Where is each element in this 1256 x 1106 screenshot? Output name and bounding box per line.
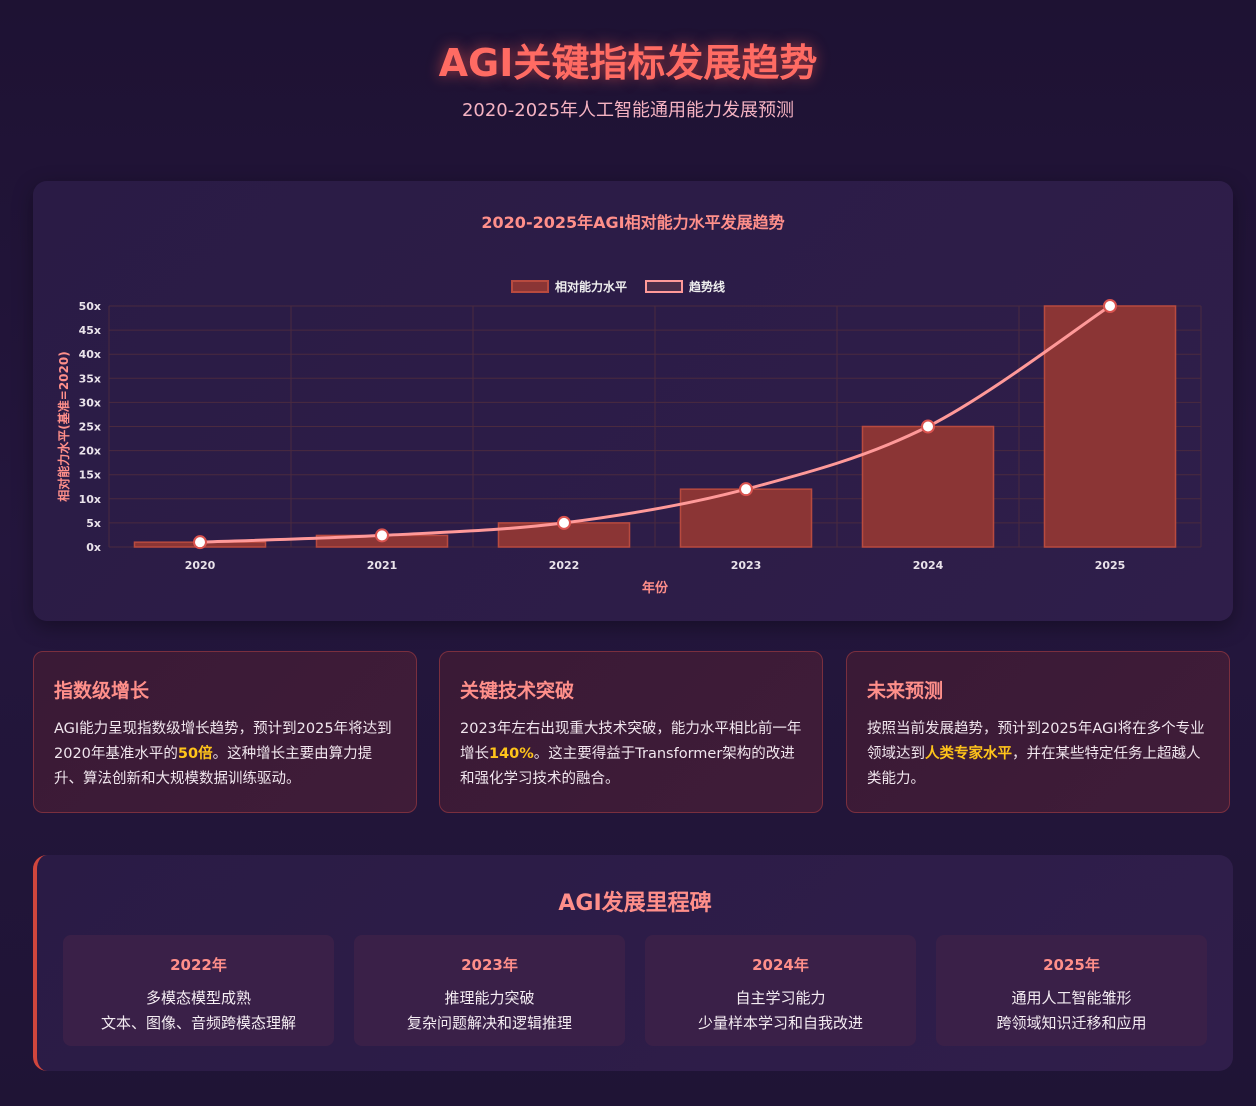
trend-point <box>1103 299 1117 313</box>
legend-label-trend: 趋势线 <box>689 280 726 294</box>
card-text-part: 。这主要得益于Transformer架构的改进和强化学习技术的融合。 <box>460 746 795 787</box>
insight-card-growth: 指数级增长 AGI能力呈现指数级增长趋势，预计到2025年将达到2020年基准水… <box>33 651 417 813</box>
x-tick-label: 2021 <box>367 559 398 572</box>
chart-card: 2020-2025年AGI相对能力水平发展趋势 相对能力水平 趋势线 0x 5x 1… <box>33 181 1233 621</box>
milestone-2024: 2024年 自主学习能力 少量样本学习和自我改进 <box>645 935 916 1046</box>
trend-point <box>921 419 935 434</box>
card-text-part: 按照当前发展趋势，预计到2025年AGI将在多个专业领域达到 <box>867 721 1205 762</box>
chart-plot: 0x 5x 10x 15x 20x 25x 30x 35x 40x 45x 50x 2020 2021 2… <box>56 299 1202 596</box>
y-tick-label: 5x <box>86 517 101 530</box>
milestones-title: AGI发展里程碑 <box>558 891 712 916</box>
y-tick-label: 30x <box>79 396 101 409</box>
milestone-name: 多模态模型成熟 <box>145 989 251 1007</box>
card-title: 关键技术突破 <box>460 680 575 702</box>
y-axis-label: 相对能力水平(基准=2020) <box>56 351 71 501</box>
milestone-year: 2025年 <box>1043 956 1100 974</box>
x-tick-label: 2022 <box>549 559 580 572</box>
x-axis-label: 年份 <box>642 580 669 596</box>
chart-title: 2020-2025年AGI相对能力水平发展趋势 <box>481 213 785 232</box>
y-tick-label: 10x <box>79 493 101 506</box>
insight-cards: 指数级增长 AGI能力呈现指数级增长趋势，预计到2025年将达到2020年基准水… <box>33 651 1233 815</box>
legend-item-bars[interactable]: 相对能力水平 <box>511 278 627 295</box>
milestone-desc: 复杂问题解决和逻辑推理 <box>406 1014 572 1032</box>
card-text: 2023年左右出现重大技术突破，能力水平相比前一年增长140%。这主要得益于Tr… <box>460 717 802 792</box>
y-tick-label: 20x <box>79 445 101 458</box>
x-tick-label: 2024 <box>913 559 944 572</box>
milestone-desc: 文本、图像、音频跨模态理解 <box>100 1014 296 1032</box>
bar <box>1043 305 1177 548</box>
legend-label-bars: 相对能力水平 <box>555 280 628 294</box>
milestone-name: 自主学习能力 <box>735 989 826 1007</box>
trend-point <box>193 535 207 550</box>
x-tick-label: 2020 <box>185 559 216 572</box>
y-tick-label: 35x <box>79 372 101 385</box>
milestones-section: AGI发展里程碑 2022年 多模态模型成熟 文本、图像、音频跨模态理解 202… <box>33 855 1233 1071</box>
trend-point <box>557 515 571 530</box>
insight-card-forecast: 未来预测 按照当前发展趋势，预计到2025年AGI将在多个专业领域达到人类专家水… <box>846 651 1230 813</box>
card-text-part: ，并在某些特定任务上超越人类能力。 <box>867 746 1201 787</box>
legend-swatch-bar <box>511 280 549 293</box>
milestone-year: 2022年 <box>170 956 227 974</box>
y-tick-label: 0x <box>86 541 101 554</box>
milestone-desc: 跨领域知识迁移和应用 <box>996 1014 1147 1032</box>
y-tick-label: 50x <box>79 300 101 313</box>
milestone-year: 2023年 <box>461 956 518 974</box>
x-tick-label: 2023 <box>731 559 762 572</box>
page-title: AGI关键指标发展趋势 <box>438 41 818 85</box>
y-tick-label: 40x <box>79 348 101 361</box>
trend-line <box>199 304 1111 544</box>
card-highlight: 50倍 <box>177 746 213 762</box>
card-highlight: 人类专家水平 <box>925 746 1012 762</box>
milestone-2025: 2025年 通用人工智能雏形 跨领域知识迁移和应用 <box>936 935 1207 1046</box>
legend-swatch-line <box>645 280 684 293</box>
chart-legend: 相对能力水平 趋势线 <box>511 278 725 295</box>
page-subtitle: 2020-2025年人工智能通用能力发展预测 <box>461 100 795 121</box>
card-highlight: 140% <box>489 746 534 762</box>
bar <box>679 488 813 548</box>
y-tick-label: 45x <box>79 324 101 337</box>
trend-point <box>739 482 753 497</box>
y-tick-label: 15x <box>79 469 101 482</box>
trend-point <box>375 528 389 543</box>
milestone-name: 推理能力突破 <box>444 989 535 1007</box>
card-title: 未来预测 <box>867 680 944 702</box>
card-text: 按照当前发展趋势，预计到2025年AGI将在多个专业领域达到人类专家水平，并在某… <box>867 717 1209 792</box>
card-title: 指数级增长 <box>54 680 150 702</box>
bar <box>861 425 995 548</box>
milestone-name: 通用人工智能雏形 <box>1011 989 1132 1007</box>
insight-card-breakthrough: 关键技术突破 2023年左右出现重大技术突破，能力水平相比前一年增长140%。这… <box>439 651 823 813</box>
milestone-year: 2024年 <box>752 956 809 974</box>
x-tick-label: 2025 <box>1095 559 1126 572</box>
card-text-part: AGI能力呈现指数级增长趋势，预计到2025年将达到2020年基准水平的 <box>54 721 392 762</box>
milestone-2023: 2023年 推理能力突破 复杂问题解决和逻辑推理 <box>354 935 625 1046</box>
milestone-desc: 少量样本学习和自我改进 <box>697 1014 863 1032</box>
milestone-2022: 2022年 多模态模型成熟 文本、图像、音频跨模态理解 <box>63 935 334 1046</box>
card-text-part: 2023年左右出现重大技术突破，能力水平相比前一年增长 <box>460 721 802 762</box>
card-text-part: 。这种增长主要由算力提升、算法创新和大规模数据训练驱动。 <box>54 746 373 787</box>
legend-item-trend[interactable]: 趋势线 <box>645 278 725 295</box>
y-tick-label: 25x <box>79 421 101 434</box>
card-text: AGI能力呈现指数级增长趋势，预计到2025年将达到2020年基准水平的50倍。… <box>54 717 396 792</box>
